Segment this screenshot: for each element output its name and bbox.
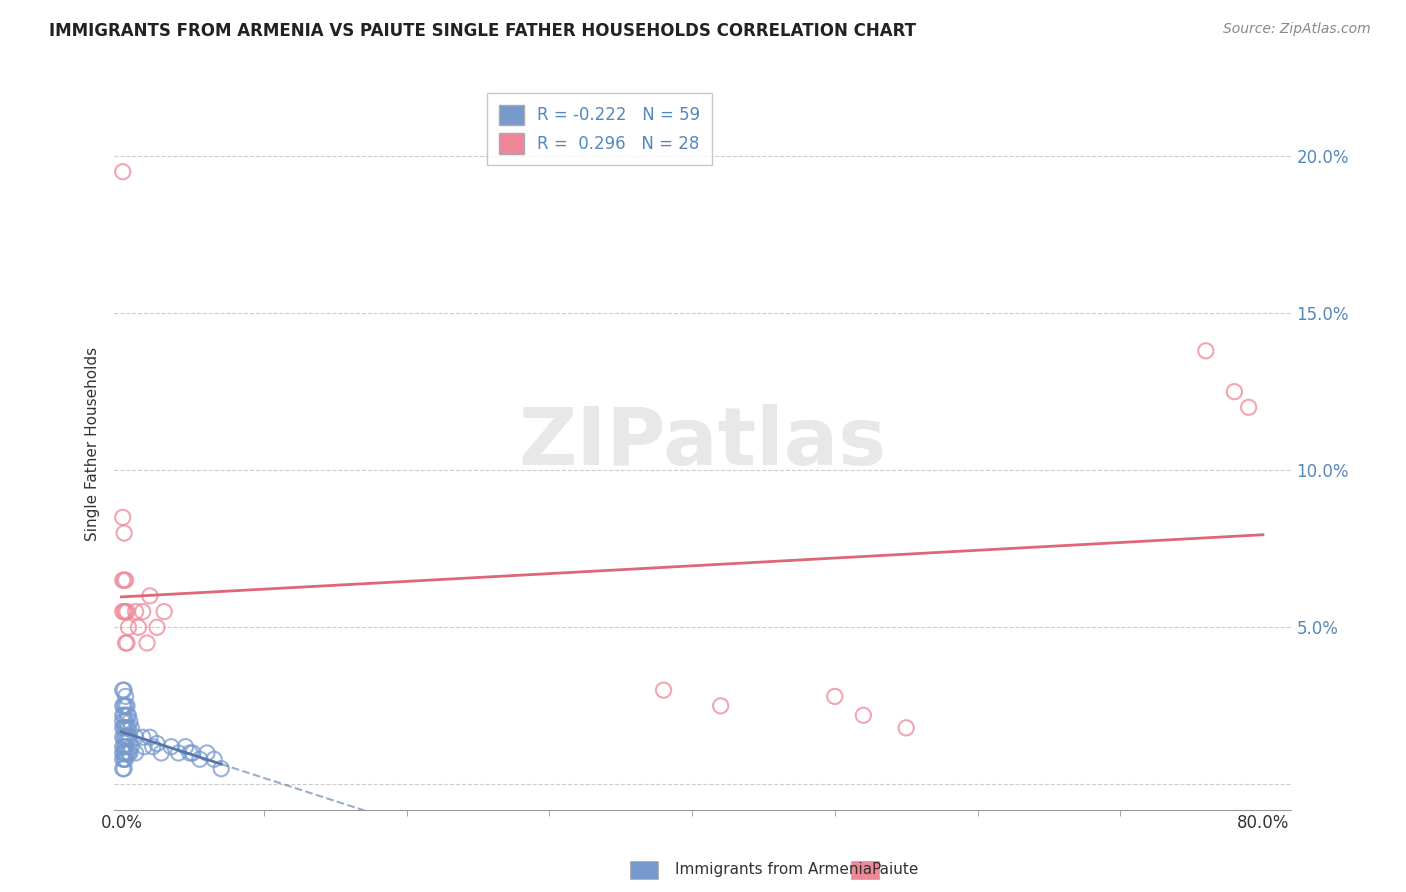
Point	[114, 690, 136, 704]
Point	[179, 746, 201, 760]
Point	[114, 714, 136, 729]
Point	[112, 752, 135, 766]
Point	[111, 573, 134, 587]
Point	[112, 683, 135, 698]
Point	[117, 731, 139, 745]
Point	[114, 605, 136, 619]
Point	[115, 721, 138, 735]
Point	[112, 708, 135, 723]
Point	[127, 620, 149, 634]
Point	[118, 714, 141, 729]
Y-axis label: Single Father Households: Single Father Households	[86, 346, 100, 541]
Point	[115, 636, 138, 650]
Point	[114, 731, 136, 745]
Point	[160, 739, 183, 754]
Point	[146, 737, 169, 751]
Point	[132, 731, 155, 745]
Text: Immigrants from Armenia: Immigrants from Armenia	[675, 863, 872, 877]
Point	[114, 698, 136, 713]
Point	[114, 721, 136, 735]
Point	[111, 721, 134, 735]
Point	[111, 739, 134, 754]
Point	[146, 620, 169, 634]
Point	[142, 739, 165, 754]
Point	[111, 731, 134, 745]
Point	[111, 714, 134, 729]
Point	[139, 589, 162, 603]
Point	[111, 746, 134, 760]
Point	[114, 573, 136, 587]
Point	[139, 731, 162, 745]
Point	[132, 605, 155, 619]
Point	[117, 721, 139, 735]
Point	[114, 636, 136, 650]
Point	[118, 731, 141, 745]
Point	[124, 746, 146, 760]
Point	[1223, 384, 1246, 399]
Point	[114, 746, 136, 760]
Point	[115, 746, 138, 760]
Point	[896, 721, 918, 735]
Legend: R = -0.222   N = 59, R =  0.296   N = 28: R = -0.222 N = 59, R = 0.296 N = 28	[488, 93, 713, 165]
Point	[124, 731, 146, 745]
Text: IMMIGRANTS FROM ARMENIA VS PAIUTE SINGLE FATHER HOUSEHOLDS CORRELATION CHART: IMMIGRANTS FROM ARMENIA VS PAIUTE SINGLE…	[49, 22, 917, 40]
Point	[153, 605, 176, 619]
Point	[114, 739, 136, 754]
Point	[195, 746, 218, 760]
Point	[111, 698, 134, 713]
Point	[112, 739, 135, 754]
Point	[124, 605, 146, 619]
Point	[118, 746, 141, 760]
Point	[174, 739, 197, 754]
Point	[120, 739, 142, 754]
Point	[115, 708, 138, 723]
Point	[167, 746, 190, 760]
Point	[111, 510, 134, 524]
Point	[1195, 343, 1218, 358]
Point	[134, 739, 156, 754]
Point	[710, 698, 733, 713]
Text: ZIPatlas: ZIPatlas	[519, 404, 887, 483]
Point	[111, 708, 134, 723]
Point	[209, 762, 232, 776]
Point	[136, 636, 159, 650]
Point	[115, 698, 138, 713]
Point	[824, 690, 846, 704]
Point	[117, 708, 139, 723]
Point	[111, 683, 134, 698]
Point	[852, 708, 875, 723]
Point	[115, 605, 138, 619]
Point	[114, 752, 136, 766]
Point	[115, 731, 138, 745]
Point	[112, 746, 135, 760]
Text: Paiute: Paiute	[872, 863, 920, 877]
Point	[150, 746, 173, 760]
Point	[112, 526, 135, 541]
Point	[111, 164, 134, 178]
Point	[111, 752, 134, 766]
Point	[112, 605, 135, 619]
Point	[202, 752, 225, 766]
Point	[117, 746, 139, 760]
Point	[112, 721, 135, 735]
Point	[1237, 401, 1260, 415]
Point	[112, 762, 135, 776]
Point	[188, 752, 211, 766]
Point	[181, 746, 204, 760]
Point	[112, 731, 135, 745]
Point	[117, 620, 139, 634]
Point	[120, 721, 142, 735]
Point	[111, 762, 134, 776]
Point	[111, 605, 134, 619]
Point	[112, 698, 135, 713]
Text: Source: ZipAtlas.com: Source: ZipAtlas.com	[1223, 22, 1371, 37]
Point	[112, 573, 135, 587]
Point	[652, 683, 675, 698]
